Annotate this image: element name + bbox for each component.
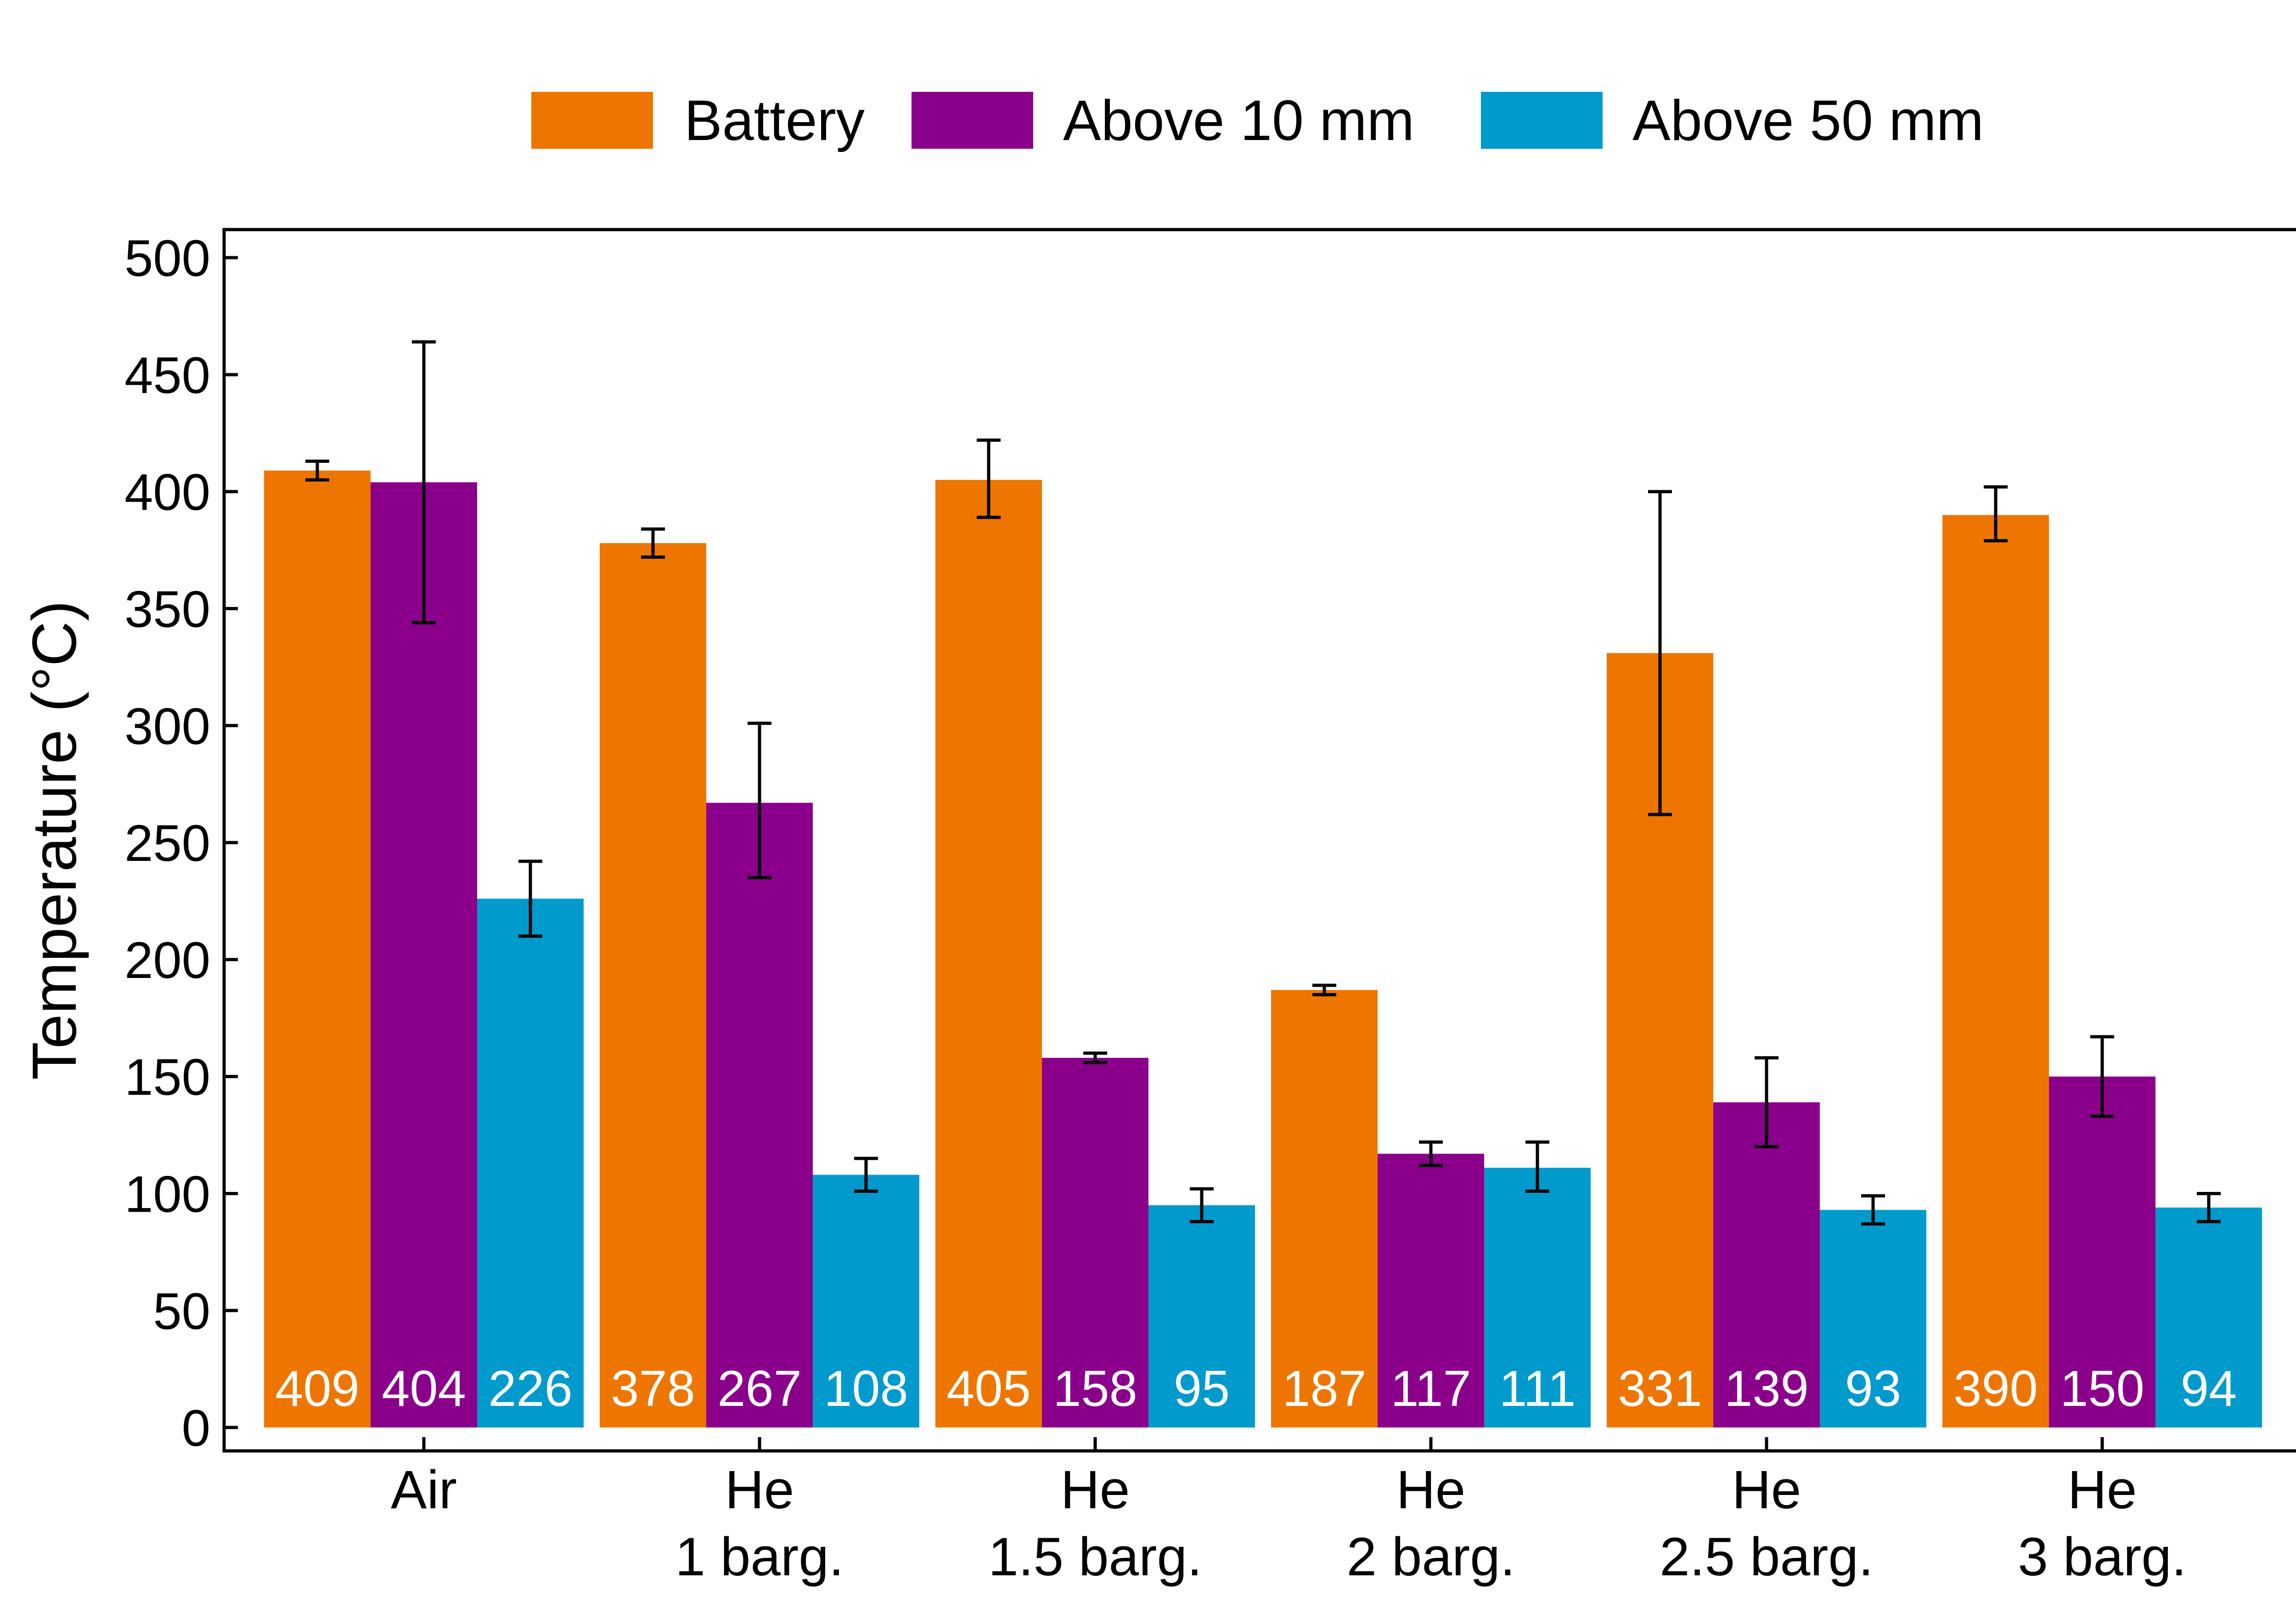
error-bar-0-5 xyxy=(1984,485,2008,543)
y-tick-label-300: 300 xyxy=(124,697,210,755)
x-tick-label-4-0: He xyxy=(1732,1460,1801,1520)
y-tick-label-500: 500 xyxy=(124,230,210,287)
value-label-2-2: 95 xyxy=(1174,1360,1230,1417)
value-labels: 409 378 405 187 331 390 404 267 158 117 139 150 226 1… xyxy=(275,1360,2237,1417)
y-tick-label-250: 250 xyxy=(124,815,210,872)
y-tick-label-350: 350 xyxy=(124,581,210,638)
x-tick-label-1-1: 1 barg. xyxy=(675,1527,844,1587)
x-tick-label-1-0: He xyxy=(725,1460,794,1520)
value-label-2-3: 111 xyxy=(1499,1360,1576,1417)
y-tick-label-150: 150 xyxy=(124,1049,210,1106)
value-label-2-5: 94 xyxy=(2181,1360,2237,1417)
plot-frame xyxy=(222,228,2296,1453)
value-label-2-0: 226 xyxy=(488,1360,573,1417)
bar-above-10-mm-5 xyxy=(2049,1076,2155,1428)
error-bar-1-5 xyxy=(2090,1035,2114,1118)
error-bar-0-1 xyxy=(641,527,665,559)
value-label-1-3: 117 xyxy=(1390,1360,1471,1417)
y-tick-label-0: 0 xyxy=(182,1399,210,1457)
bar-above-50-mm-0 xyxy=(477,899,584,1428)
error-bar-1-3 xyxy=(1419,1140,1443,1167)
legend-label: Above 50 mm xyxy=(1632,89,1984,152)
error-bar-0-0 xyxy=(305,459,329,482)
y-tick-label-50: 50 xyxy=(153,1282,210,1340)
y-tick-label-400: 400 xyxy=(124,464,210,521)
value-label-0-5: 390 xyxy=(1953,1360,2038,1417)
bar-above-10-mm-4 xyxy=(1713,1102,1820,1428)
bar-above-10-mm-3 xyxy=(1378,1153,1484,1428)
value-label-0-0: 409 xyxy=(275,1360,360,1417)
x-tick-label-3-1: 2 barg. xyxy=(1346,1527,1515,1587)
value-label-0-3: 187 xyxy=(1282,1360,1367,1417)
error-bar-2-3 xyxy=(1525,1140,1549,1193)
error-bar-1-1 xyxy=(748,721,771,880)
y-axis-title: Temperature (°C) xyxy=(19,601,89,1080)
value-label-0-1: 378 xyxy=(611,1360,695,1417)
x-tick-label-5-1: 3 barg. xyxy=(2018,1527,2186,1587)
y-tick-label-450: 450 xyxy=(124,347,210,404)
error-bar-2-1 xyxy=(854,1157,878,1193)
y-tick-label-100: 100 xyxy=(124,1165,210,1223)
legend-label: Battery xyxy=(684,89,865,152)
value-label-2-4: 93 xyxy=(1845,1360,1901,1417)
bar-battery-2 xyxy=(935,480,1042,1428)
value-label-1-1: 267 xyxy=(717,1360,802,1417)
legend: Battery Above 10 mm Above 50 mm xyxy=(531,89,1984,152)
error-bar-0-2 xyxy=(977,438,1001,519)
error-bar-2-5 xyxy=(2197,1191,2221,1224)
legend-item-above-50-mm: Above 50 mm xyxy=(1481,89,1984,152)
bar-above-50-mm-5 xyxy=(2155,1208,2262,1428)
x-tick-label-0-0: Air xyxy=(391,1460,457,1520)
bar-above-10-mm-2 xyxy=(1042,1057,1148,1428)
legend-swatch xyxy=(912,92,1033,149)
error-bar-2-2 xyxy=(1190,1187,1214,1224)
value-label-0-4: 331 xyxy=(1618,1360,1702,1417)
error-bar-0-3 xyxy=(1312,983,1336,996)
value-label-1-5: 150 xyxy=(2060,1360,2144,1417)
x-axis: Air He 1 barg. He 1.5 barg. He 2 barg. He 2.5 ba… xyxy=(391,1437,2187,1587)
y-axis: 0 50 100 150 200 250 300 350 400 450 500 xyxy=(124,230,238,1457)
value-label-0-2: 405 xyxy=(946,1360,1031,1417)
error-bar-1-0 xyxy=(412,340,436,624)
x-tick-label-3-0: He xyxy=(1396,1460,1466,1520)
bar-above-10-mm-0 xyxy=(371,482,477,1428)
legend-item-battery: Battery xyxy=(531,89,865,152)
x-tick-label-2-1: 1.5 barg. xyxy=(988,1527,1202,1587)
legend-label: Above 10 mm xyxy=(1063,89,1414,152)
error-bar-1-4 xyxy=(1755,1056,1778,1149)
error-bar-2-0 xyxy=(518,860,542,938)
y-tick-label-200: 200 xyxy=(124,932,210,989)
error-bar-0-4 xyxy=(1648,490,1672,816)
x-tick-label-5-0: He xyxy=(2068,1460,2137,1520)
bar-battery-3 xyxy=(1271,990,1378,1428)
legend-swatch xyxy=(1481,92,1603,149)
x-tick-label-2-0: He xyxy=(1061,1460,1130,1520)
error-bar-1-2 xyxy=(1083,1051,1107,1064)
legend-item-above-10-mm: Above 10 mm xyxy=(912,89,1414,152)
legend-swatch xyxy=(531,92,653,149)
bars xyxy=(264,470,2262,1428)
error-bars xyxy=(305,340,2221,1226)
value-label-1-0: 404 xyxy=(382,1360,466,1417)
bar-battery-5 xyxy=(1942,515,2049,1428)
bar-battery-0 xyxy=(264,470,371,1428)
value-label-1-4: 139 xyxy=(1724,1360,1809,1417)
x-tick-label-4-1: 2.5 barg. xyxy=(1660,1527,1874,1587)
bar-above-50-mm-3 xyxy=(1484,1168,1591,1428)
bar-above-10-mm-1 xyxy=(706,803,813,1428)
bar-above-50-mm-1 xyxy=(813,1174,919,1428)
bar-above-50-mm-4 xyxy=(1820,1210,1926,1428)
error-bar-2-4 xyxy=(1861,1194,1885,1226)
value-label-2-1: 108 xyxy=(824,1360,908,1417)
value-label-1-2: 158 xyxy=(1053,1360,1137,1417)
bar-battery-1 xyxy=(600,543,706,1428)
bar-above-50-mm-2 xyxy=(1148,1205,1255,1428)
